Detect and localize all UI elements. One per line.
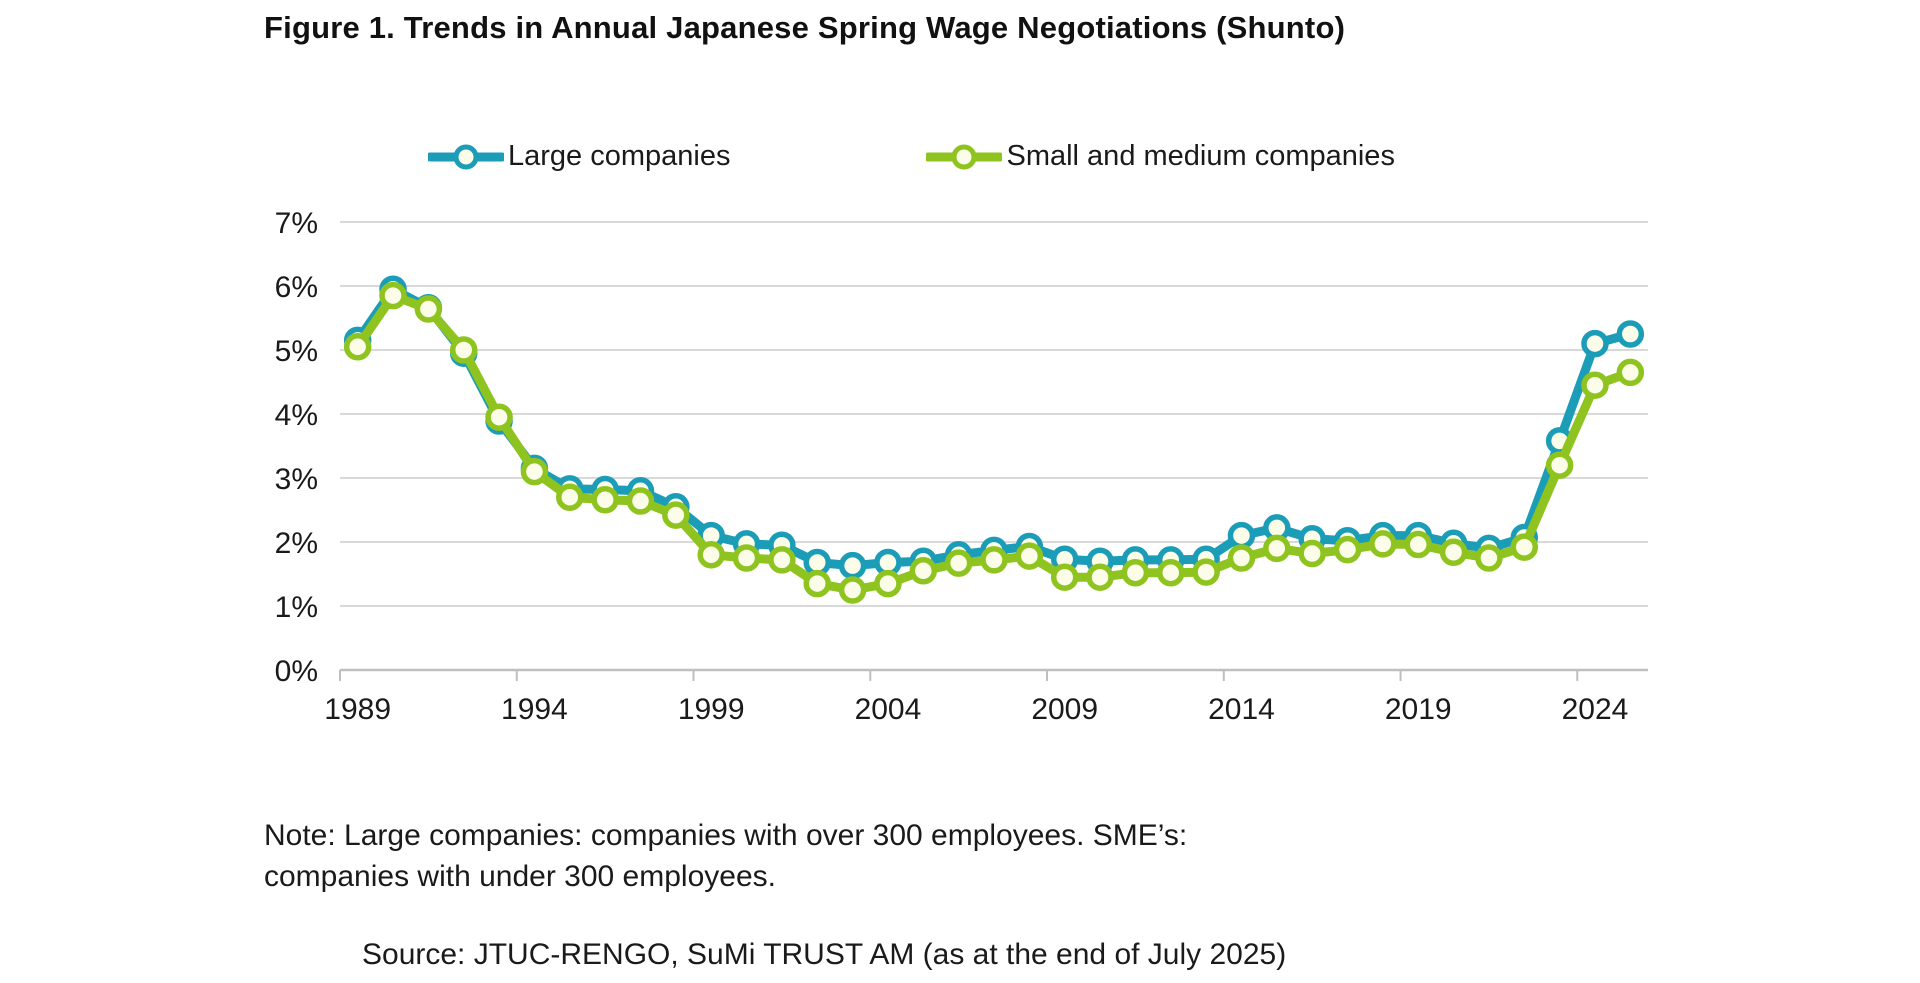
x-tick-label: 2004: [855, 693, 922, 726]
series-line-large-companies: [353, 284, 1635, 571]
data-point-small-and-medium-companies-1996: [591, 486, 619, 514]
data-point-small-and-medium-companies-2020: [1439, 538, 1468, 566]
data-point-small-and-medium-companies-2013: [1192, 558, 1220, 586]
data-point-small-and-medium-companies-2003: [838, 576, 867, 604]
data-point-small-and-medium-companies-1992: [449, 336, 478, 364]
x-tick-label: 2014: [1208, 693, 1275, 726]
x-tick-label: 1999: [678, 693, 745, 726]
legend-label-large-companies: Large companies: [508, 140, 731, 172]
x-tick-label: 2009: [1031, 693, 1098, 726]
data-point-small-and-medium-companies-2015: [1263, 534, 1291, 563]
data-point-small-and-medium-companies-2000: [732, 544, 761, 572]
chart-legend: Large companies Small and medium compani…: [428, 140, 1395, 173]
data-point-small-and-medium-companies-2008: [1015, 542, 1044, 570]
chart-source: Source: JTUC-RENGO, SuMi TRUST AM (as at…: [362, 938, 1287, 971]
data-point-small-and-medium-companies-2005: [909, 557, 938, 585]
data-point-small-and-medium-companies-2017: [1333, 535, 1362, 564]
data-point-small-and-medium-companies-2012: [1157, 558, 1185, 587]
data-point-small-and-medium-companies-2023: [1545, 451, 1574, 479]
data-point-small-and-medium-companies-1997: [626, 487, 655, 515]
line-chart-plot-area: 0% 1% 2% 3% 4% 5% 6% 7% 1989 1994 1999 2004 2009 2014…: [275, 207, 1648, 726]
y-tick-label: 6%: [275, 271, 318, 304]
data-point-small-and-medium-companies-1995: [556, 483, 584, 511]
data-point-small-and-medium-companies-2010: [1086, 563, 1114, 591]
data-point-small-and-medium-companies-2021: [1475, 544, 1503, 572]
data-point-small-and-medium-companies-2001: [768, 546, 796, 574]
data-point-small-and-medium-companies-1998: [662, 501, 690, 529]
x-tick-label: 2019: [1385, 693, 1452, 726]
chart-note-line-1: Note: Large companies: companies with ov…: [264, 819, 1188, 852]
data-point-large-companies-2003: [838, 551, 867, 580]
legend-item-small-medium-companies: Small and medium companies: [926, 140, 1395, 173]
data-point-small-and-medium-companies-2024: [1581, 371, 1609, 399]
x-tick-label: 1989: [324, 693, 391, 726]
data-point-small-and-medium-companies-2006: [944, 549, 973, 577]
data-point-small-and-medium-companies-1999: [697, 541, 725, 569]
y-tick-label: 5%: [275, 335, 318, 368]
data-point-large-companies-2025: [1616, 320, 1645, 348]
data-point-small-and-medium-companies-2014: [1227, 544, 1256, 572]
y-tick-label: 4%: [275, 399, 318, 432]
chart-title: Figure 1. Trends in Annual Japanese Spri…: [264, 10, 1346, 45]
x-tick-label: 2024: [1562, 693, 1629, 726]
data-point-small-and-medium-companies-2004: [874, 569, 902, 598]
legend-swatch-large-companies-icon: [428, 144, 504, 169]
data-point-large-companies-2024: [1581, 329, 1609, 358]
chart-note-line-2: companies with under 300 employees.: [264, 860, 776, 893]
data-point-small-and-medium-companies-2018: [1369, 530, 1397, 558]
data-point-small-and-medium-companies-2011: [1121, 558, 1150, 587]
legend-swatch-small-medium-companies-icon: [926, 144, 1003, 169]
data-point-small-and-medium-companies-2025: [1616, 358, 1645, 387]
legend-item-large-companies: Large companies: [428, 140, 730, 173]
data-point-small-and-medium-companies-2007: [980, 546, 1008, 574]
data-point-small-and-medium-companies-1990: [379, 281, 407, 310]
data-point-small-and-medium-companies-1993: [485, 403, 513, 431]
data-point-large-companies-2014: [1227, 521, 1256, 550]
data-point-small-and-medium-companies-1989: [343, 333, 372, 361]
y-tick-label: 7%: [275, 207, 318, 240]
data-point-small-and-medium-companies-2009: [1050, 563, 1079, 591]
chart-note: Note: Large companies: companies with ov…: [264, 815, 1187, 897]
x-tick-label: 1994: [501, 693, 568, 726]
data-point-small-and-medium-companies-1994: [520, 457, 549, 486]
y-tick-label: 1%: [275, 591, 318, 624]
y-tick-label: 2%: [275, 527, 318, 560]
data-point-small-and-medium-companies-2016: [1298, 539, 1326, 568]
legend-label-small-medium-companies: Small and medium companies: [1006, 140, 1395, 172]
y-tick-label: 0%: [275, 655, 318, 688]
data-point-small-and-medium-companies-2019: [1404, 530, 1432, 559]
data-point-small-and-medium-companies-2022: [1510, 533, 1539, 561]
y-tick-label: 3%: [275, 463, 318, 496]
data-point-small-and-medium-companies-1991: [414, 295, 443, 323]
data-point-small-and-medium-companies-2002: [803, 569, 831, 598]
